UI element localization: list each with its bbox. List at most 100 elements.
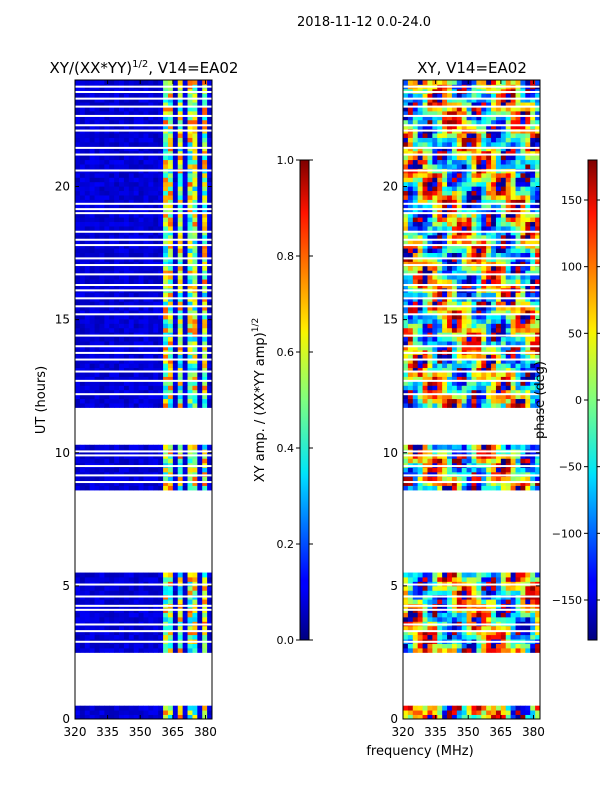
phase-cell bbox=[530, 705, 536, 711]
amplitude-cell bbox=[197, 590, 203, 596]
amplitude-cell bbox=[114, 141, 120, 147]
amplitude-cell bbox=[128, 212, 135, 218]
phase-cell bbox=[461, 625, 467, 631]
phase-cell bbox=[486, 292, 492, 298]
phase-cell bbox=[510, 261, 516, 267]
phase-cell bbox=[535, 336, 540, 342]
amplitude-cell bbox=[128, 345, 135, 351]
amplitude-cell bbox=[123, 444, 130, 450]
phase-cell bbox=[461, 380, 467, 386]
amplitude-cell bbox=[143, 403, 149, 408]
phase-cell bbox=[471, 261, 477, 267]
amplitude-cell bbox=[202, 367, 208, 373]
amplitude-cell bbox=[172, 190, 179, 196]
amplitude-cell bbox=[187, 585, 193, 591]
phase-cell bbox=[471, 376, 477, 382]
phase-cell bbox=[525, 305, 531, 311]
amplitude-cell bbox=[163, 230, 169, 236]
phase-cell bbox=[412, 310, 419, 315]
phase-cell bbox=[456, 590, 463, 596]
amplitude-cell bbox=[138, 612, 144, 618]
amplitude-cell bbox=[202, 208, 208, 214]
amplitude-cell bbox=[138, 106, 144, 112]
amplitude-cell bbox=[109, 243, 115, 249]
phase-cell bbox=[403, 380, 409, 386]
phase-cell bbox=[491, 265, 497, 271]
amplitude-cell bbox=[114, 208, 120, 214]
amplitude-cell bbox=[123, 612, 130, 618]
phase-cell bbox=[427, 476, 433, 482]
amplitude-cell bbox=[128, 585, 135, 591]
amplitude-cell bbox=[75, 476, 81, 482]
phase-cell bbox=[530, 301, 536, 307]
phase-cell bbox=[495, 394, 502, 400]
phase-cell bbox=[456, 585, 463, 591]
phase-cell bbox=[530, 318, 536, 324]
phase-cell bbox=[525, 585, 531, 591]
amplitude-cell bbox=[104, 106, 110, 112]
amplitude-cell bbox=[192, 265, 198, 271]
phase-cell bbox=[451, 612, 458, 618]
phase-cell bbox=[403, 234, 409, 240]
amplitude-cell bbox=[143, 389, 149, 395]
phase-cell bbox=[486, 476, 492, 482]
amplitude-cell bbox=[109, 274, 115, 280]
amplitude-cell bbox=[84, 480, 91, 486]
phase-cell bbox=[525, 367, 531, 373]
amplitude-cell bbox=[109, 208, 115, 214]
amplitude-cell bbox=[202, 141, 208, 147]
amplitude-cell bbox=[99, 115, 105, 121]
amplitude-cell bbox=[177, 243, 184, 249]
amplitude-cell bbox=[119, 634, 125, 640]
phase-cell bbox=[422, 265, 428, 271]
amplitude-cell bbox=[192, 643, 198, 649]
amplitude-cell bbox=[138, 208, 144, 214]
amplitude-cell bbox=[158, 177, 164, 183]
amplitude-cell bbox=[123, 354, 130, 360]
amplitude-cell bbox=[123, 257, 130, 262]
amplitude-cell bbox=[192, 485, 198, 491]
amplitude-cell bbox=[172, 476, 179, 482]
amplitude-cell bbox=[207, 252, 212, 258]
amplitude-cell bbox=[202, 458, 208, 464]
amplitude-cell bbox=[148, 394, 154, 400]
phase-cell bbox=[500, 358, 507, 364]
amplitude-cell bbox=[153, 590, 159, 596]
phase-cell bbox=[407, 270, 414, 276]
phase-cell bbox=[417, 480, 423, 486]
phase-cell bbox=[447, 341, 453, 346]
amplitude-cell bbox=[94, 230, 100, 236]
amplitude-cell bbox=[187, 279, 193, 284]
amplitude-cell bbox=[89, 358, 95, 364]
phase-cell bbox=[447, 634, 453, 640]
phase-cell bbox=[510, 577, 516, 582]
amplitude-cell bbox=[75, 159, 81, 165]
amplitude-cell bbox=[128, 274, 135, 280]
phase-cell bbox=[407, 705, 414, 711]
phase-cell bbox=[525, 252, 531, 258]
amplitude-cell bbox=[192, 625, 198, 631]
phase-cell bbox=[417, 476, 423, 482]
amplitude-cell bbox=[207, 106, 212, 112]
amplitude-cell bbox=[167, 403, 174, 408]
amplitude-cell bbox=[114, 177, 120, 183]
phase-cell bbox=[466, 612, 472, 618]
phase-cell bbox=[520, 279, 526, 284]
phase-cell bbox=[447, 261, 453, 267]
phase-cell bbox=[422, 261, 428, 267]
amplitude-cell bbox=[109, 230, 115, 236]
amplitude-cell bbox=[167, 141, 174, 147]
amplitude-cell bbox=[75, 327, 81, 333]
phase-cell bbox=[495, 358, 502, 364]
amplitude-cell bbox=[172, 230, 179, 236]
phase-cell bbox=[520, 367, 526, 373]
phase-cell bbox=[437, 705, 443, 711]
amplitude-cell bbox=[104, 80, 110, 85]
amplitude-cell bbox=[172, 634, 179, 640]
amplitude-cell bbox=[99, 265, 105, 271]
amplitude-cell bbox=[104, 372, 110, 377]
phase-cell bbox=[437, 476, 443, 482]
phase-cell bbox=[456, 398, 463, 404]
amplitude-cell bbox=[114, 354, 120, 360]
amplitude-cell bbox=[197, 458, 203, 464]
